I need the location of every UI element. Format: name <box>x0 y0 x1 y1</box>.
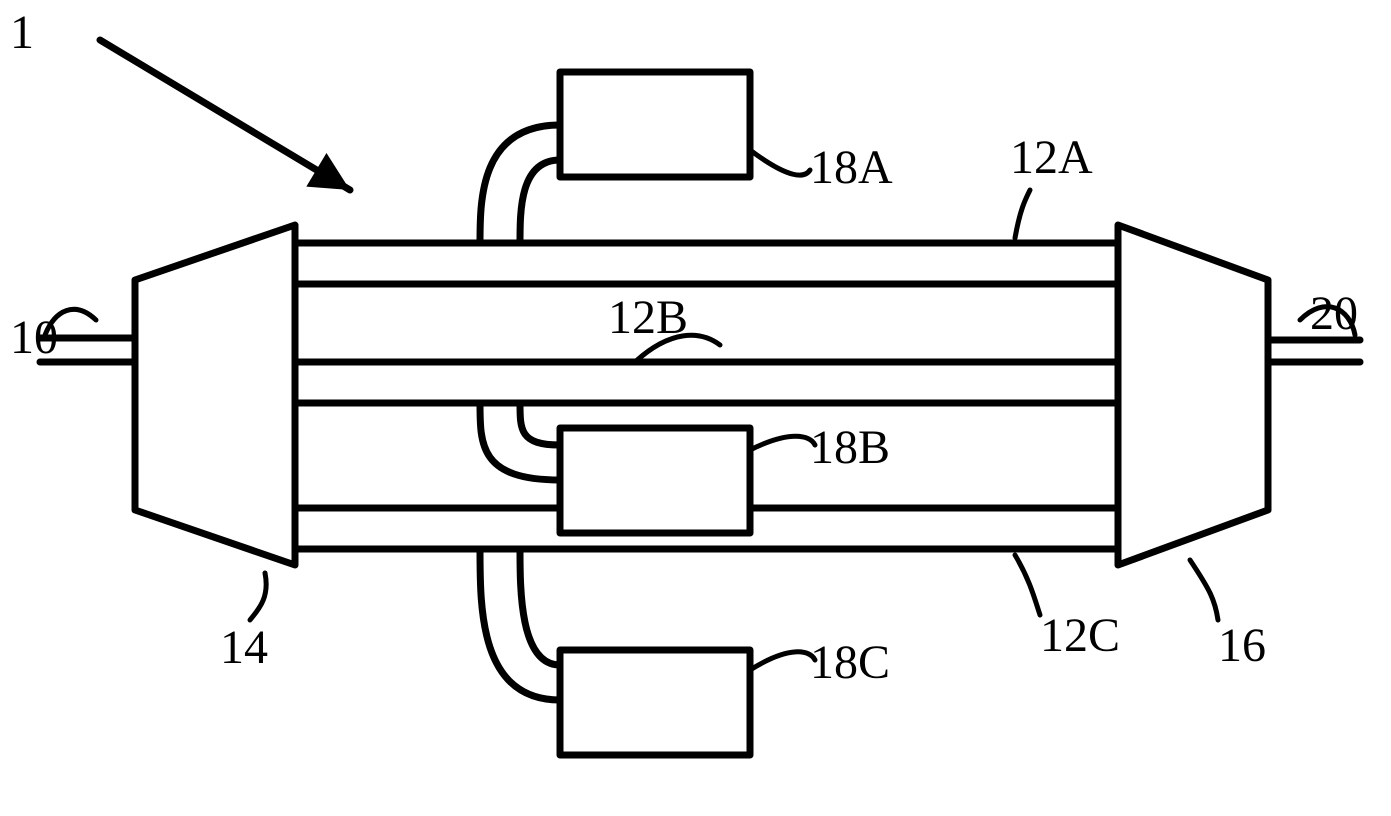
leader-18a <box>750 150 810 175</box>
box-bottom <box>560 650 750 755</box>
title-arrow <box>100 40 350 190</box>
leader-18c <box>750 652 815 670</box>
connector-mid-inner <box>520 403 560 445</box>
label-12a: 12A <box>1010 130 1093 185</box>
label-20: 20 <box>1310 286 1358 341</box>
leader-16 <box>1190 560 1218 620</box>
label-18c: 18C <box>810 635 890 690</box>
diagram-svg <box>0 0 1391 816</box>
label-12c: 12C <box>1040 608 1120 663</box>
connector-top-inner <box>520 160 560 243</box>
right-trapezoid <box>1118 225 1268 565</box>
label-title: 1 <box>10 5 34 60</box>
label-18b: 18B <box>810 420 890 475</box>
connector-bottom-inner <box>520 549 560 665</box>
left-trapezoid <box>135 225 295 565</box>
leader-14 <box>250 573 266 620</box>
label-18a: 18A <box>810 140 893 195</box>
label-14: 14 <box>220 620 268 675</box>
label-16: 16 <box>1218 618 1266 673</box>
box-top <box>560 72 750 177</box>
leader-12c <box>1015 555 1040 615</box>
label-12b: 12B <box>608 290 688 345</box>
label-10: 10 <box>10 310 58 365</box>
leader-18b <box>750 436 815 450</box>
leader-12a <box>1015 190 1030 238</box>
box-mid <box>560 428 750 533</box>
